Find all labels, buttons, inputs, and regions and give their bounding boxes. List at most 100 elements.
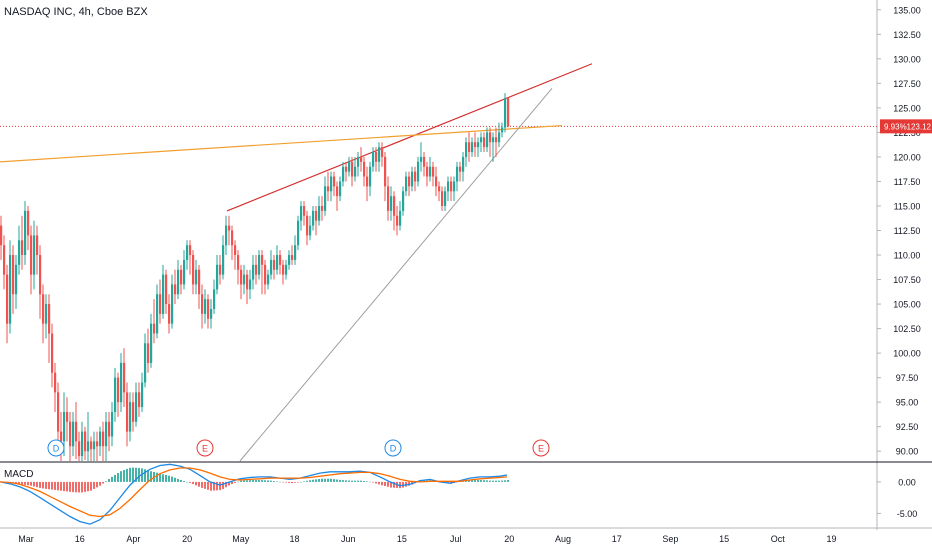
macd-histogram-bar (261, 480, 263, 482)
macd-histogram-bar (240, 480, 242, 482)
macd-histogram-bar (279, 481, 281, 483)
y-tick-label-11: 107.50 (893, 275, 921, 285)
candle-body (0, 225, 3, 246)
candle-body (453, 181, 456, 192)
candle-body (60, 431, 63, 442)
candle-body (288, 255, 291, 265)
candle-body (309, 225, 312, 236)
candle-body (93, 441, 96, 450)
macd-histogram-bar (222, 481, 224, 489)
candle-body (438, 186, 441, 192)
macd-histogram-bar (75, 481, 77, 493)
candle-body (243, 274, 246, 285)
candle-body (501, 127, 504, 133)
macd-histogram-bar (303, 481, 305, 482)
y-tick-label-0: 135.00 (893, 5, 921, 15)
event-marker-dividend (384, 439, 402, 457)
macd-histogram-bar (465, 480, 467, 482)
candle-body (123, 362, 126, 393)
candle-body (135, 392, 138, 422)
candle-body (159, 294, 162, 314)
macd-tick-label-0: 0.00 (898, 477, 916, 487)
macd-histogram-bar (225, 481, 227, 488)
macd-histogram-bar (162, 474, 164, 482)
trendline-upper (226, 63, 593, 212)
candle-body (390, 196, 393, 211)
candle-body (369, 166, 372, 187)
candle-body (258, 255, 261, 275)
candle-body (399, 210, 402, 226)
y-tick-label-10: 110.00 (894, 251, 921, 261)
macd-histogram-bar (501, 480, 503, 482)
macd-histogram-bar (78, 481, 80, 493)
event-label-0: D (53, 444, 60, 454)
x-tick-label-11: 17 (612, 534, 622, 544)
macd-histogram-bar (66, 481, 68, 492)
y-tick-label-18: 90.00 (896, 447, 919, 457)
macd-line (0, 463, 508, 525)
macd-histogram-bar (201, 481, 203, 488)
macd-histogram-bar (471, 480, 473, 482)
candle-body (411, 171, 414, 187)
macd-histogram-bar (156, 472, 158, 482)
macd-histogram-bar (288, 481, 290, 483)
candle-body (231, 230, 234, 246)
candle-body (90, 441, 93, 450)
candle-body (282, 264, 285, 275)
candle-body (180, 269, 183, 285)
event-marker-earnings (196, 439, 214, 457)
y-tick-label-6: 120.00 (893, 152, 921, 162)
macd-histogram-bar (159, 473, 161, 482)
macd-histogram-bar (486, 480, 488, 482)
candle-body (36, 235, 39, 256)
candle-body (99, 431, 102, 447)
macd-histogram-bar (372, 481, 374, 483)
trendline-lower (239, 87, 553, 462)
macd-histogram-bar (273, 481, 275, 482)
macd-histogram-bar (132, 467, 134, 482)
candle-body (108, 421, 111, 437)
candle-body (285, 264, 288, 275)
candle-body (174, 284, 177, 295)
macd-histogram-bar (297, 481, 299, 483)
macd-histogram-bar (54, 481, 56, 490)
candle-body (255, 264, 258, 275)
candle-body (24, 210, 27, 256)
candle-body (315, 210, 318, 221)
macd-histogram-bar (111, 476, 113, 482)
candle-body (348, 161, 351, 172)
candle-body (234, 245, 237, 256)
candle-body (444, 191, 447, 206)
candle-body (228, 225, 231, 231)
candle-body (291, 255, 294, 260)
macd-histogram-bar (192, 481, 194, 485)
candle-body (210, 308, 213, 319)
candle-body (72, 421, 75, 447)
y-tick-label-12: 105.00 (893, 300, 921, 310)
candle-body (300, 205, 303, 221)
candle-body (354, 166, 357, 177)
macd-histogram-bar (36, 481, 38, 488)
x-tick-label-13: 15 (719, 534, 729, 544)
candle-body (360, 156, 363, 162)
candle-body (507, 98, 510, 127)
macd-histogram-bar (381, 481, 383, 486)
candle-body (45, 304, 48, 324)
candle-body (483, 137, 486, 148)
candle-body (246, 274, 249, 290)
candle-body (3, 245, 6, 275)
macd-histogram-bar (27, 481, 29, 486)
candle-body (240, 269, 243, 285)
x-tick-label-12: Sep (662, 534, 678, 544)
macd-histogram-bar (189, 481, 191, 483)
event-label-1: E (202, 444, 208, 454)
macd-histogram-bar (321, 478, 323, 482)
candle-body (462, 156, 465, 172)
macd-histogram-bar (96, 481, 98, 488)
candle-body (69, 421, 72, 447)
candle-body (30, 235, 33, 275)
candle-body (339, 181, 342, 197)
candle-body (495, 137, 498, 143)
macd-histogram-bar (129, 467, 131, 482)
